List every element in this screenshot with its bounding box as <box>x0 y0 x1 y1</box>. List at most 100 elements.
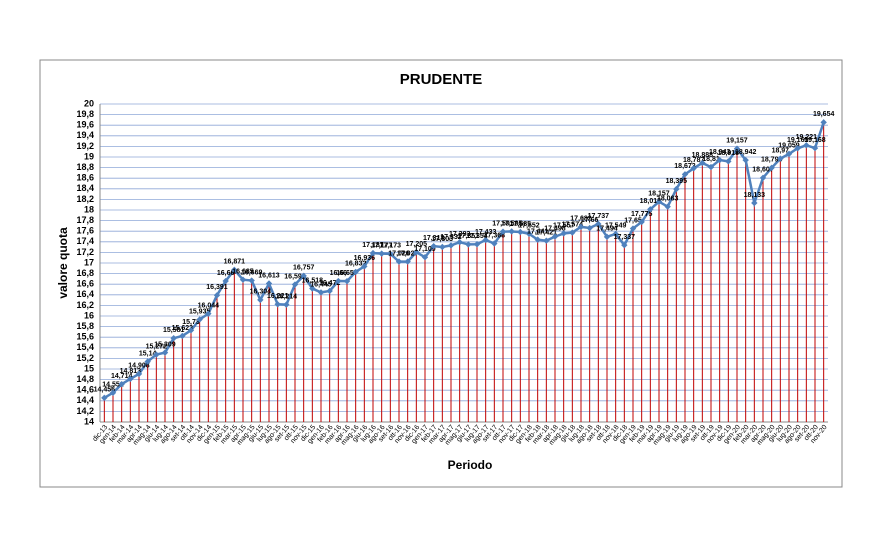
data-label: 18,918 <box>718 150 740 157</box>
data-label: 15,73 <box>182 319 200 326</box>
data-point <box>820 119 827 126</box>
data-label: 16,871 <box>224 259 246 266</box>
data-point <box>551 233 559 240</box>
y-tick-label: 19 <box>84 151 94 161</box>
data-point <box>560 230 567 237</box>
data-point <box>742 156 749 164</box>
data-label: 19,059 <box>778 143 800 150</box>
data-label: 18,943 <box>709 149 731 156</box>
data-label: 18,796 <box>761 157 783 164</box>
y-tick-label: 14 <box>84 416 94 426</box>
data-point <box>170 335 177 342</box>
data-label: 19,157 <box>726 138 748 145</box>
data-point <box>179 332 186 340</box>
data-label: 17,66 <box>581 217 599 224</box>
y-tick-label: 16,2 <box>76 300 94 310</box>
chart-title: PRUDENTE <box>400 71 483 88</box>
y-tick-label: 17,6 <box>76 226 94 236</box>
data-point <box>577 223 585 231</box>
y-axis-label: valore quota <box>56 227 70 299</box>
data-label: 14,908 <box>128 363 150 370</box>
data-label: 18,673 <box>674 163 696 170</box>
data-point <box>690 165 697 172</box>
data-point <box>153 351 160 358</box>
data-label: 17,332 <box>440 234 462 241</box>
data-point <box>482 236 489 244</box>
data-point <box>794 145 801 152</box>
data-label: 17,318 <box>423 235 445 242</box>
x-axis-label: Periodo <box>448 458 493 472</box>
data-point <box>335 277 342 285</box>
y-tick-label: 20 <box>84 98 94 108</box>
data-point <box>586 224 593 232</box>
data-point <box>387 250 394 258</box>
data-point <box>456 238 463 246</box>
data-point <box>291 281 299 288</box>
data-point <box>118 380 125 388</box>
data-point <box>317 289 325 296</box>
data-point <box>369 249 377 257</box>
data-point <box>629 225 637 232</box>
data-point <box>205 310 212 317</box>
data-label: 18,133 <box>744 192 766 199</box>
y-tick-label: 14,4 <box>76 395 94 405</box>
y-tick-label: 18,2 <box>76 194 94 204</box>
data-label: 18,063 <box>657 196 679 203</box>
data-label: 16,221 <box>267 293 289 300</box>
y-tick-label: 15,2 <box>76 353 94 363</box>
data-point <box>378 250 385 257</box>
data-point <box>265 280 273 287</box>
data-point <box>430 242 437 250</box>
y-tick-label: 16,6 <box>76 279 94 289</box>
data-label: 16,832 <box>345 261 367 268</box>
y-tick-label: 14,8 <box>76 374 94 384</box>
data-label: 15,623 <box>172 325 194 332</box>
y-tick-label: 16,8 <box>76 268 94 278</box>
data-label: 19,165 <box>787 137 809 144</box>
data-label: 17,498 <box>544 225 566 232</box>
data-point <box>759 174 767 182</box>
data-point <box>647 206 654 213</box>
data-point <box>187 327 195 334</box>
data-label: 17,303 <box>432 236 454 243</box>
data-label: 17,591 <box>492 221 514 228</box>
data-label: 17,026 <box>388 250 410 257</box>
data-point <box>517 228 524 236</box>
y-tick-label: 16 <box>84 310 94 320</box>
data-point <box>473 241 481 248</box>
data-label: 17,737 <box>588 213 610 220</box>
data-label: 17,552 <box>518 223 540 230</box>
data-label: 16,445 <box>310 281 332 288</box>
y-tick-label: 14,2 <box>76 406 94 416</box>
data-point <box>395 258 403 265</box>
data-label: 15,935 <box>189 308 211 315</box>
y-tick-label: 17,8 <box>76 215 94 225</box>
data-point <box>595 220 602 228</box>
data-point <box>569 229 576 236</box>
y-tick-label: 18 <box>84 204 94 214</box>
data-point <box>499 228 507 235</box>
data-label: 16,669 <box>241 269 263 276</box>
data-point <box>309 285 316 292</box>
data-label: 17,421 <box>536 230 558 237</box>
data-point <box>508 228 515 235</box>
data-label: 17,354 <box>466 233 488 240</box>
data-point <box>127 375 134 383</box>
data-label: 17,187 <box>362 242 384 249</box>
data-point <box>803 142 810 149</box>
data-label: 19,654 <box>813 111 835 118</box>
data-point <box>707 163 715 171</box>
data-label: 16,518 <box>302 277 324 284</box>
y-tick-label: 15,4 <box>76 342 94 352</box>
data-point <box>768 164 775 172</box>
data-point <box>716 156 723 164</box>
data-point <box>681 171 689 178</box>
data-label: 18,787 <box>683 157 705 164</box>
data-point <box>725 158 732 165</box>
data-label: 19,221 <box>796 134 818 141</box>
data-point <box>231 266 238 274</box>
data-label: 16,685 <box>232 269 254 276</box>
data-point <box>612 230 619 238</box>
data-point <box>751 199 758 207</box>
data-point <box>404 258 411 265</box>
